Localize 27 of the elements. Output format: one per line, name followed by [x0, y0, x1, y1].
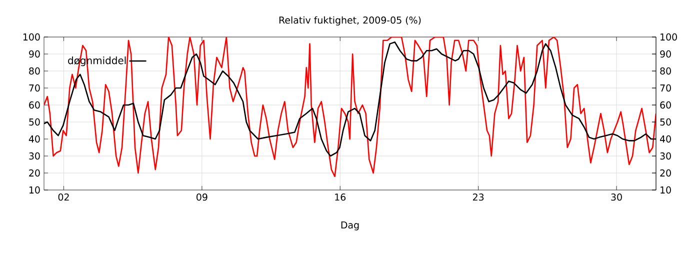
y-tick-label: 40	[28, 135, 40, 143]
y-tick-label: 50	[29, 118, 40, 126]
y-tick-label: 90	[29, 50, 40, 58]
y-tick-label: 10	[29, 186, 40, 194]
y2-tick-label: 60	[660, 101, 671, 109]
x-tick-label: 09	[196, 194, 208, 201]
chart-title: Relativ fuktighet, 2009-05 (%)	[279, 16, 421, 26]
x-axis-title: Dag	[341, 222, 359, 230]
y2-tick-label: 90	[660, 50, 671, 58]
y-tick-label: 60	[29, 101, 40, 109]
y2-tick-label: 40	[660, 135, 671, 143]
y-tick-label: 20	[29, 169, 40, 177]
y2-tick-label: 10	[660, 186, 671, 194]
y2-tick-label: 80	[660, 67, 671, 75]
x-tick-label: 23	[472, 194, 484, 201]
x-tick-label: 16	[335, 194, 346, 201]
y2-tick-label: 50	[660, 118, 671, 126]
x-tick-label: 02	[58, 194, 69, 201]
y2-tick-label: 30	[660, 152, 671, 160]
y-tick-label: 30	[29, 152, 40, 160]
y2-tick-label: 20	[660, 169, 671, 177]
y2-tick-label: 100	[660, 33, 677, 41]
y-tick-label: 80	[29, 67, 40, 75]
y-tick-label: 100	[23, 33, 40, 41]
y2-tick-label: 70	[660, 84, 671, 92]
x-tick-label: 30	[611, 194, 622, 201]
y-tick-label: 70	[29, 84, 40, 92]
